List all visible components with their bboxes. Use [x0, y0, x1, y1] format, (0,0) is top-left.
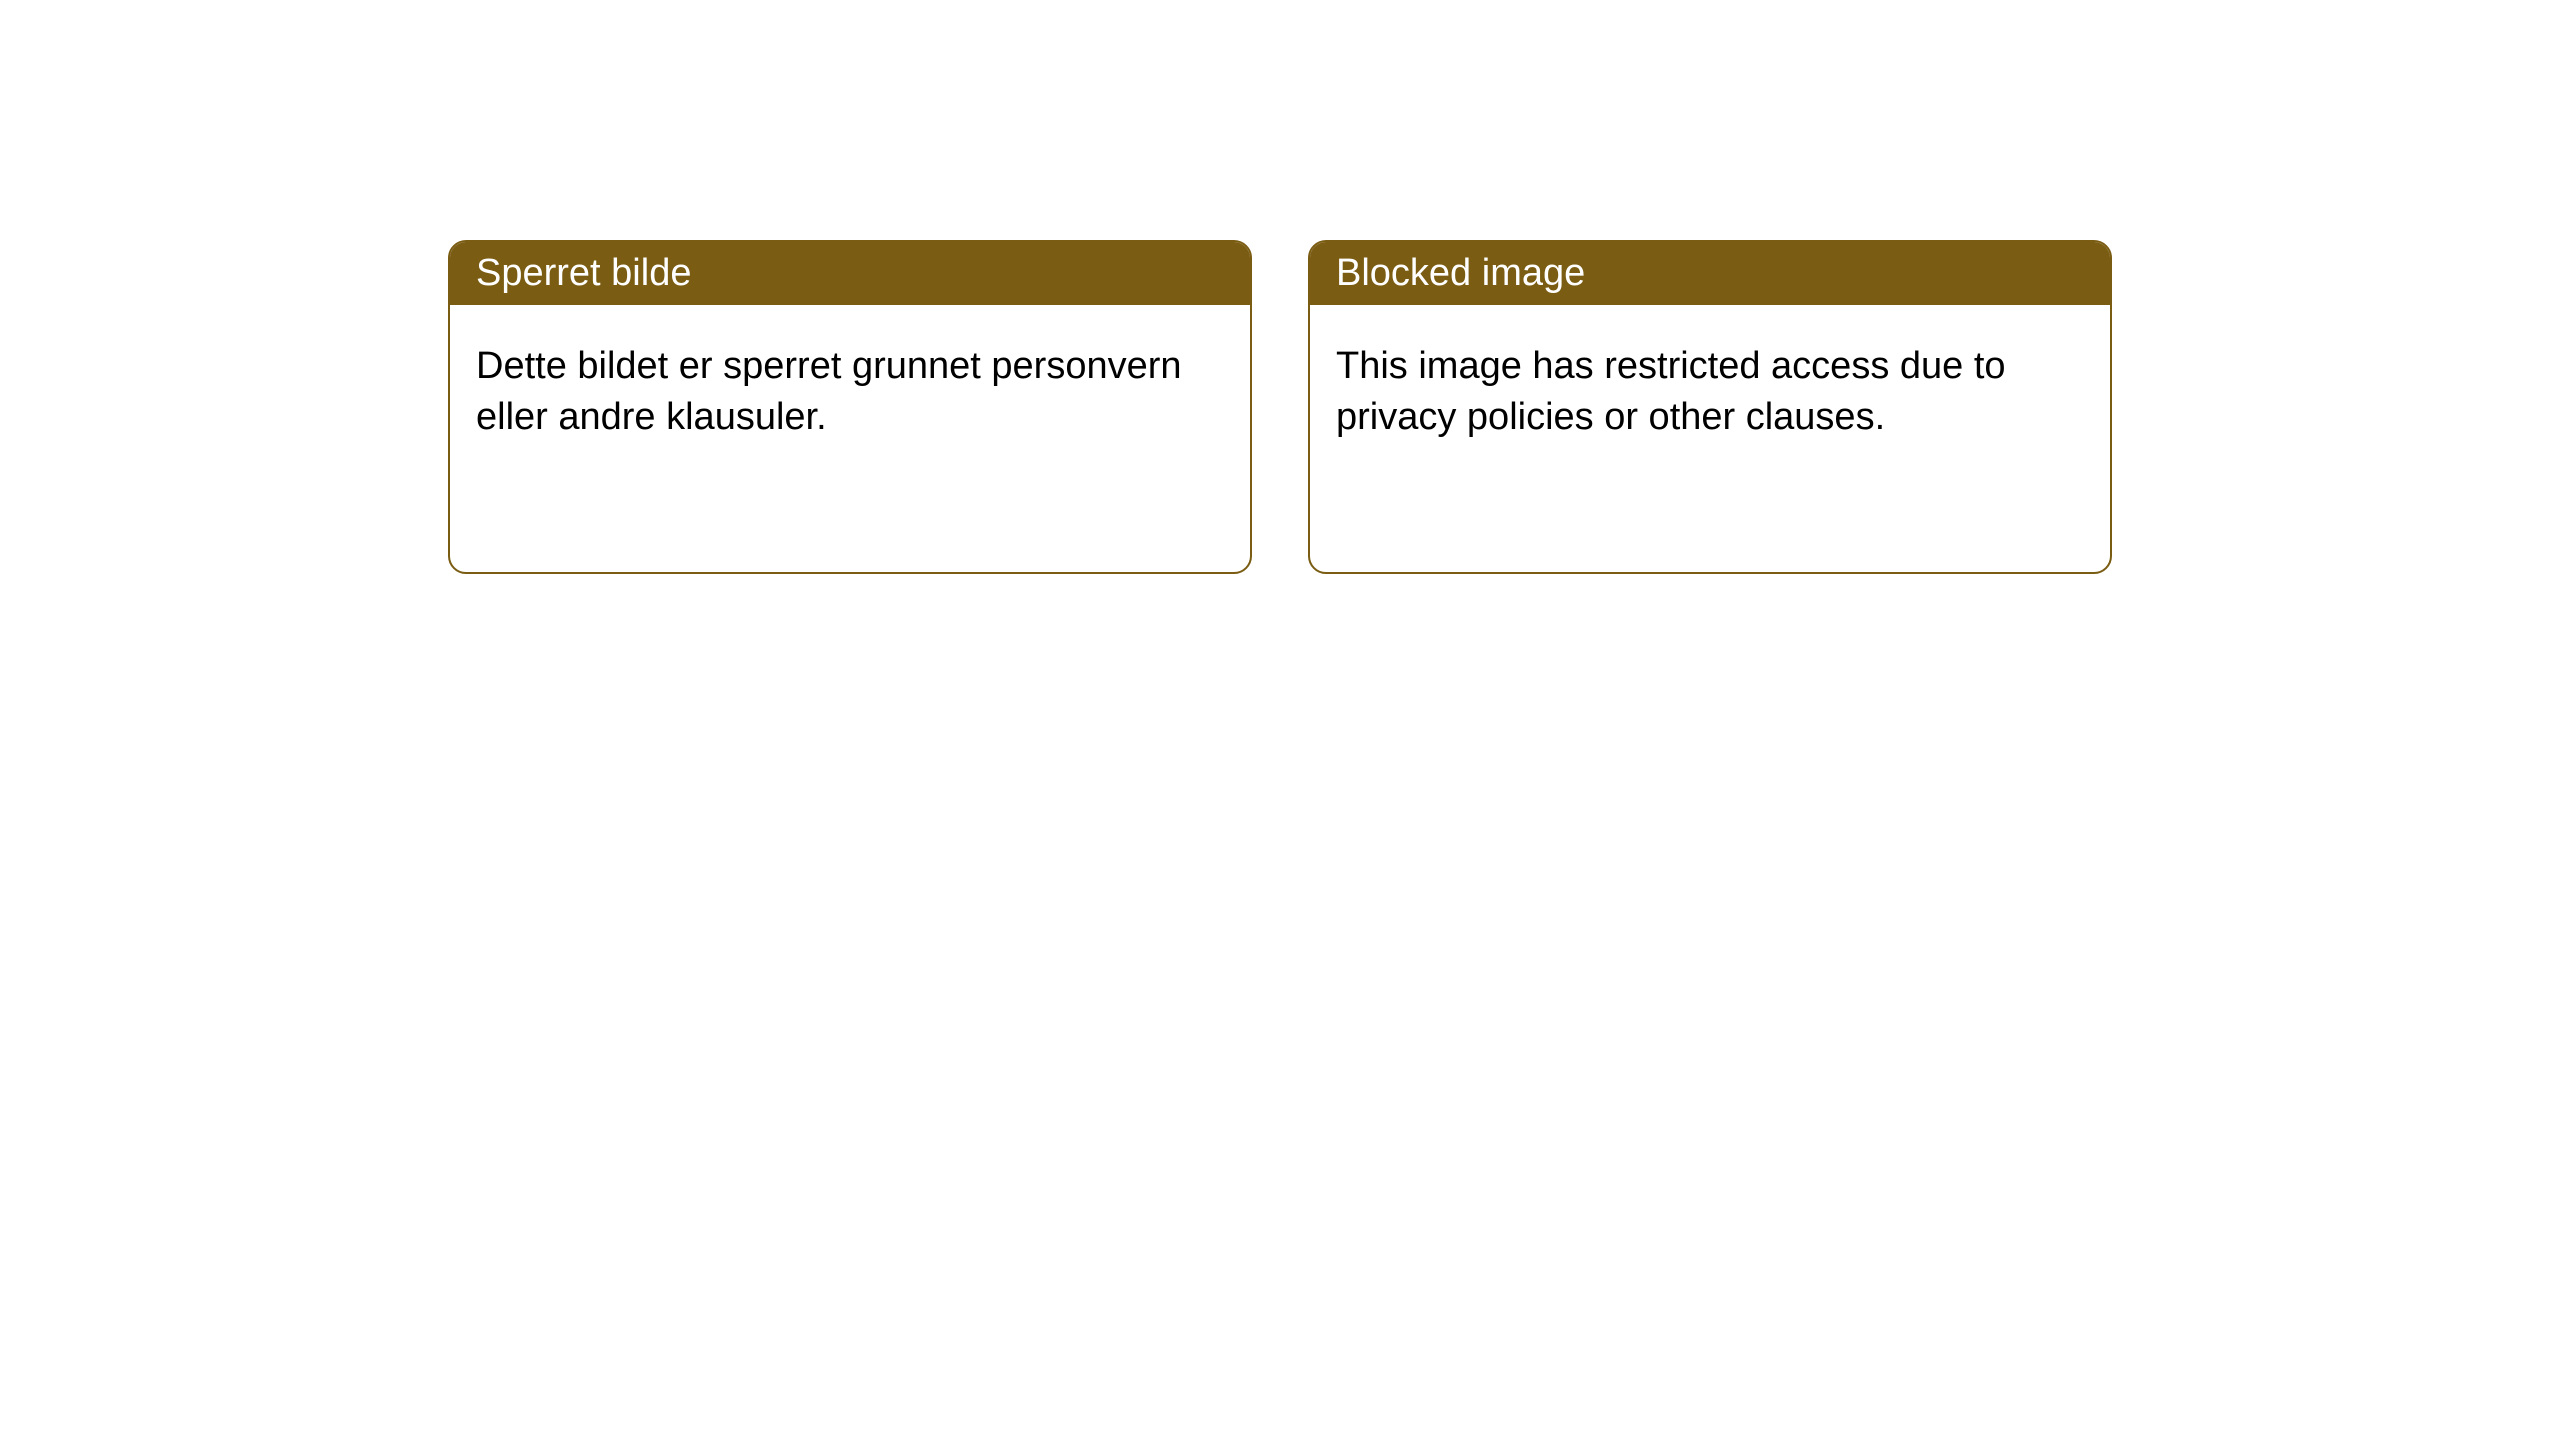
notice-text-norwegian: Dette bildet er sperret grunnet personve… [476, 345, 1182, 438]
notice-body-norwegian: Dette bildet er sperret grunnet personve… [450, 305, 1250, 480]
notice-card-english: Blocked image This image has restricted … [1308, 240, 2112, 574]
notice-container: Sperret bilde Dette bildet er sperret gr… [0, 0, 2560, 574]
notice-header-english: Blocked image [1310, 242, 2110, 305]
notice-card-norwegian: Sperret bilde Dette bildet er sperret gr… [448, 240, 1252, 574]
notice-text-english: This image has restricted access due to … [1336, 345, 2006, 438]
notice-body-english: This image has restricted access due to … [1310, 305, 2110, 480]
notice-title-english: Blocked image [1336, 252, 1585, 294]
notice-header-norwegian: Sperret bilde [450, 242, 1250, 305]
notice-title-norwegian: Sperret bilde [476, 252, 691, 294]
